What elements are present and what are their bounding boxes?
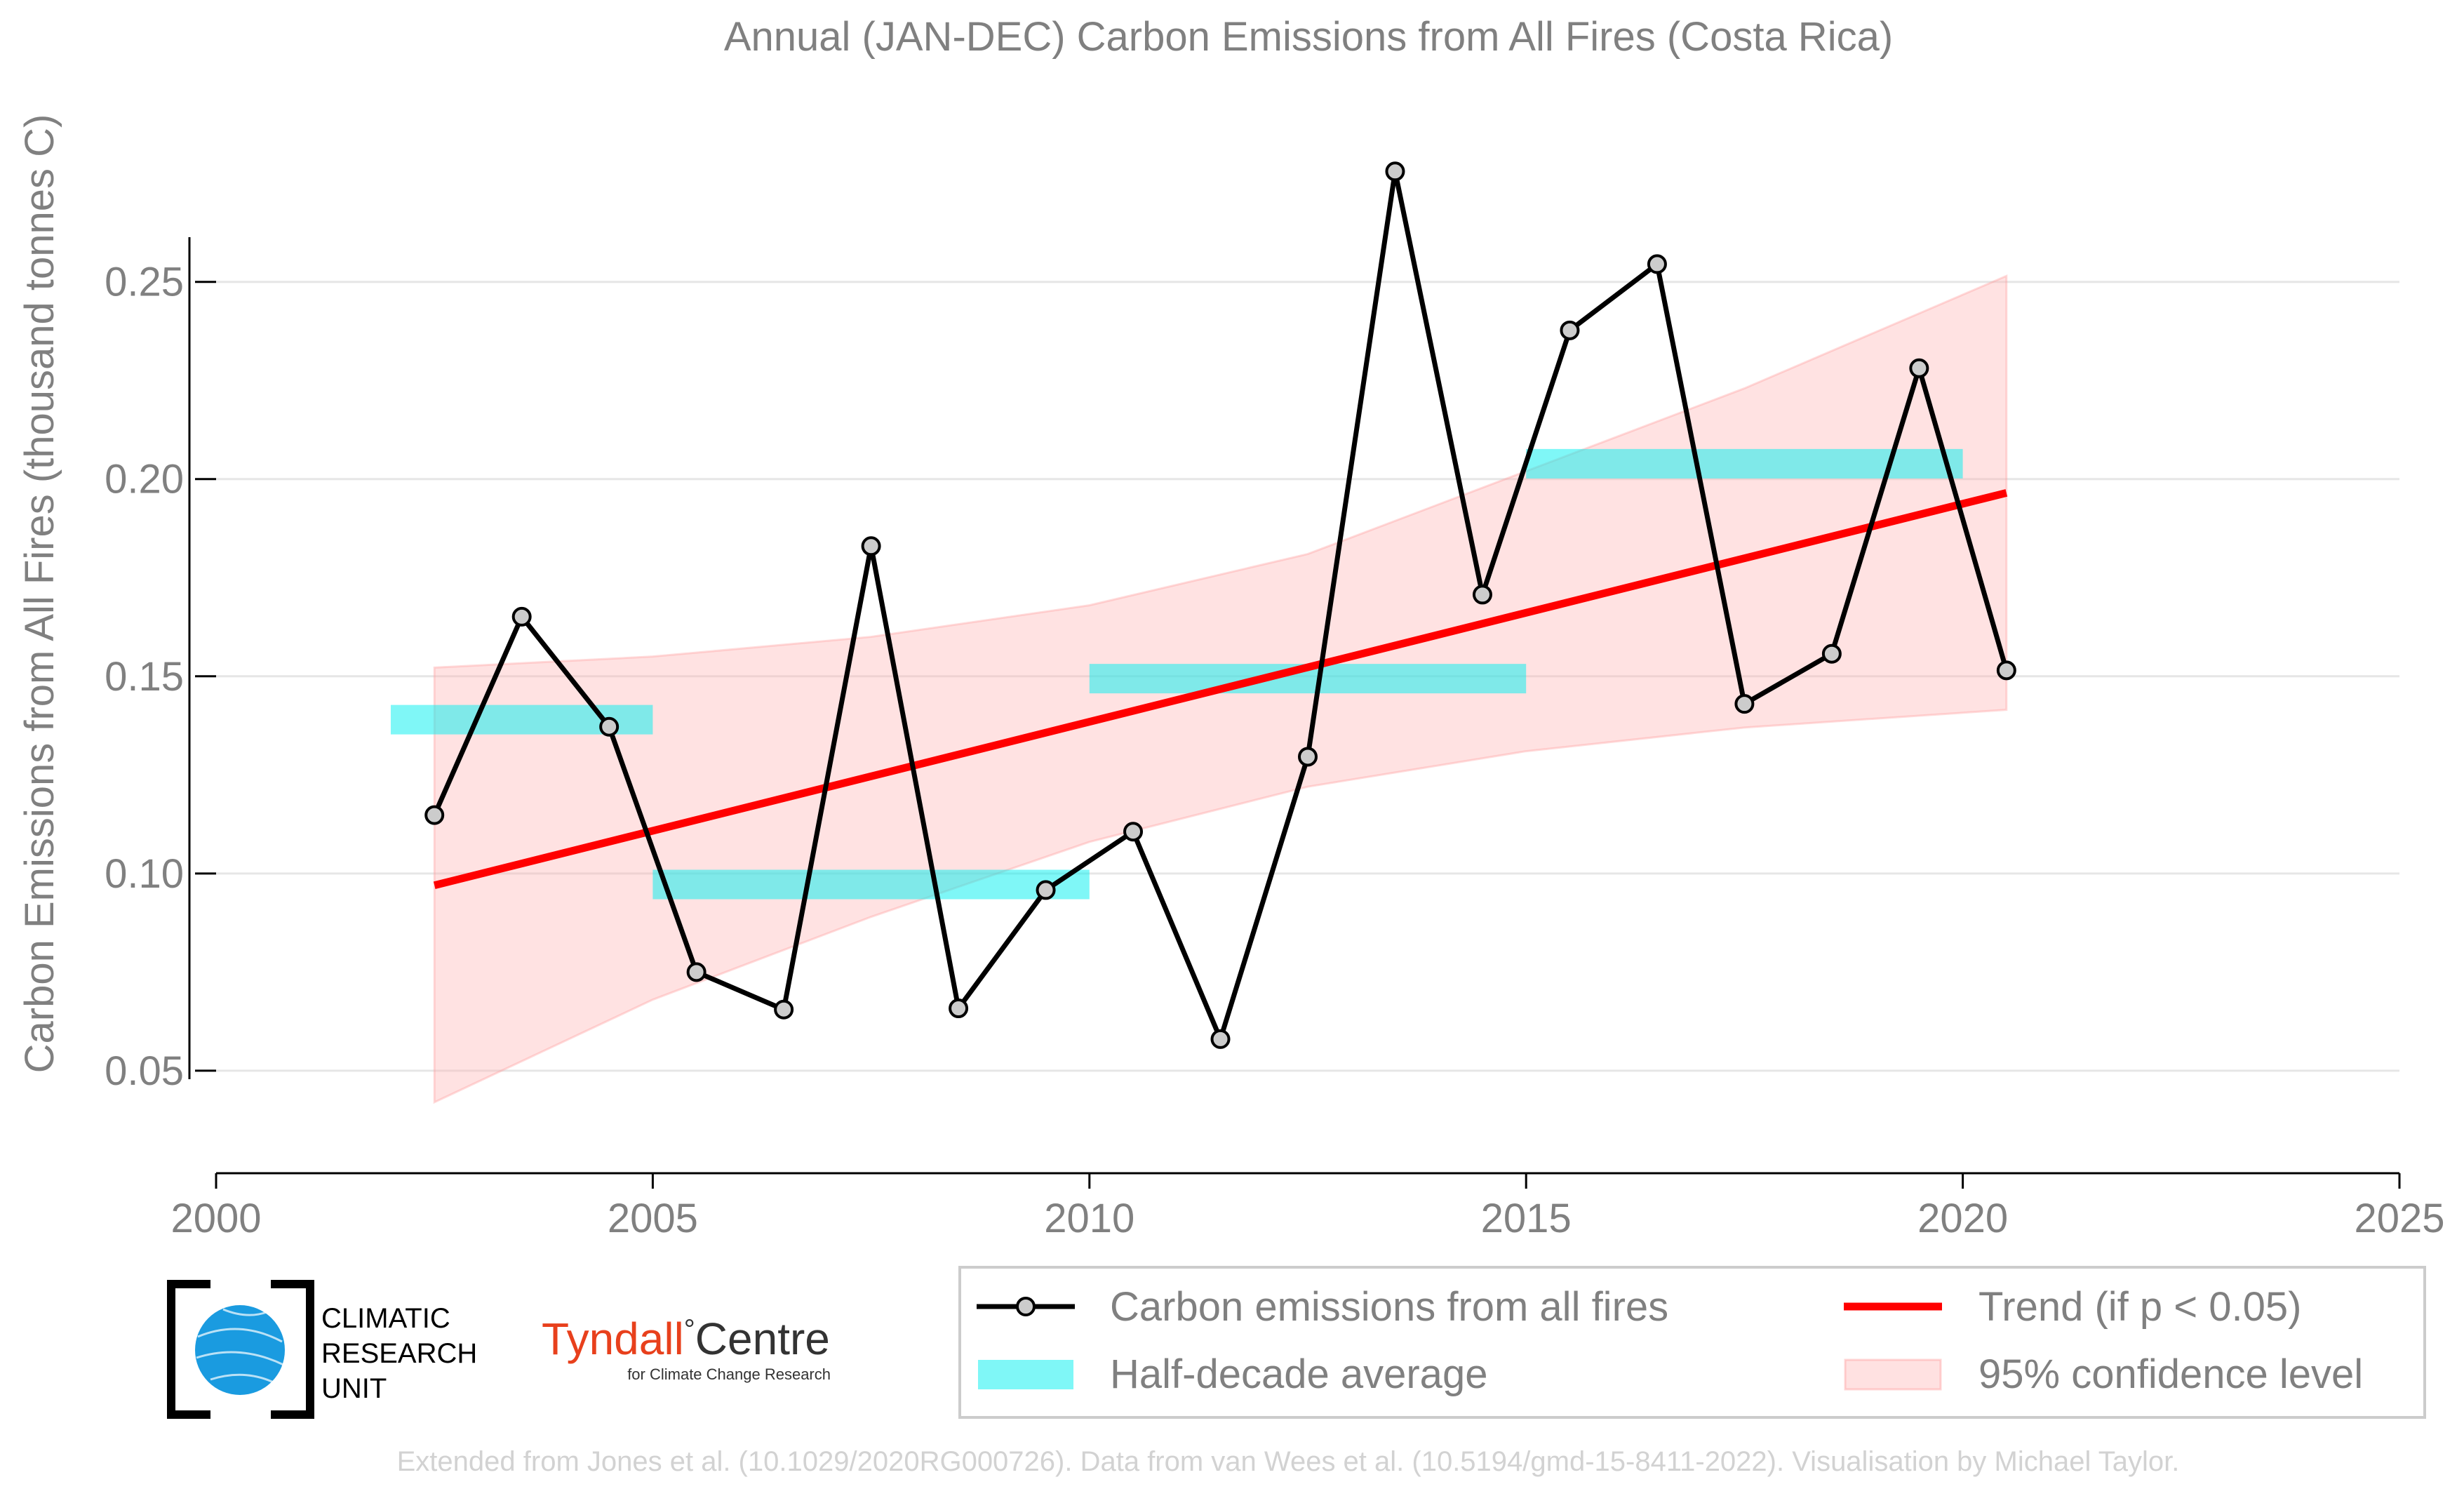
cru-logo-line-2: RESEARCH <box>321 1338 477 1369</box>
y-tick-label: 0.15 <box>105 654 184 700</box>
tyndall-logo-title: Tyndall°Centre <box>542 1314 830 1364</box>
data-point <box>1821 643 1842 664</box>
data-point <box>1472 585 1492 605</box>
data-point <box>1036 880 1056 900</box>
trend-line <box>433 489 2008 890</box>
x-tick-label: 2000 <box>170 1196 261 1241</box>
x-tick-label: 2010 <box>1044 1196 1134 1241</box>
legend-marker-swatch <box>1016 1297 1036 1316</box>
data-point <box>1123 822 1144 842</box>
data-point <box>1210 1029 1231 1049</box>
data-point <box>424 805 445 825</box>
y-axis-label: Carbon Emissions from All Fires (thousan… <box>17 114 62 1074</box>
data-point <box>1385 161 1405 182</box>
legend-label-emissions: Carbon emissions from all fires <box>1110 1284 1668 1330</box>
data-point <box>949 999 969 1019</box>
y-tick-label: 0.20 <box>105 457 184 502</box>
legend-label-trend: Trend (if p < 0.05) <box>1978 1284 2301 1330</box>
data-point <box>1647 254 1667 274</box>
data-point <box>511 606 532 627</box>
data-point <box>686 962 707 982</box>
y-tick-label: 0.25 <box>105 260 184 305</box>
chart-title: Annual (JAN-DEC) Carbon Emissions from A… <box>724 14 1893 60</box>
data-point <box>861 536 881 556</box>
legend-half-decade-swatch <box>978 1360 1073 1389</box>
data-point <box>774 999 794 1020</box>
credit-line: Extended from Jones et al. (10.1029/2020… <box>397 1446 2180 1477</box>
y-tick-label: 0.10 <box>105 851 184 897</box>
legend-confidence-swatch <box>1844 1358 1942 1391</box>
legend-label-half-decade: Half-decade average <box>1110 1351 1487 1397</box>
cru-logo: CLIMATIC RESEARCH UNIT <box>167 1280 477 1419</box>
trend-layer <box>433 489 2008 890</box>
cru-logo-line-1: CLIMATIC <box>321 1303 450 1334</box>
legend-frame <box>958 1266 2426 1419</box>
x-tick-label: 2020 <box>1917 1196 2008 1241</box>
x-tick-label: 2025 <box>2354 1196 2444 1241</box>
y-tick-label: 0.05 <box>105 1048 184 1094</box>
x-tick-label: 2005 <box>608 1196 698 1241</box>
series-layer <box>424 161 2016 1049</box>
data-point <box>1996 660 2016 681</box>
data-point <box>1560 320 1580 340</box>
legend-label-confidence: 95% confidence level <box>1978 1351 2363 1397</box>
data-point <box>1298 747 1318 767</box>
cru-logo-line-3: UNIT <box>321 1373 387 1404</box>
data-point <box>599 716 620 737</box>
tyndall-logo: Tyndall°Centre for Climate Change Resear… <box>542 1314 831 1383</box>
data-point <box>1734 694 1755 714</box>
axes-layer: 0.05 0.10 0.15 0.20 0.25 2000 2005 2010 2015 2020… <box>105 237 2445 1241</box>
data-point <box>1909 358 1929 378</box>
x-tick-label: 2015 <box>1481 1196 1572 1241</box>
tyndall-logo-subtitle: for Climate Change Research <box>627 1365 831 1383</box>
legend: Carbon emissions from all fires Half-dec… <box>958 1266 2426 1419</box>
